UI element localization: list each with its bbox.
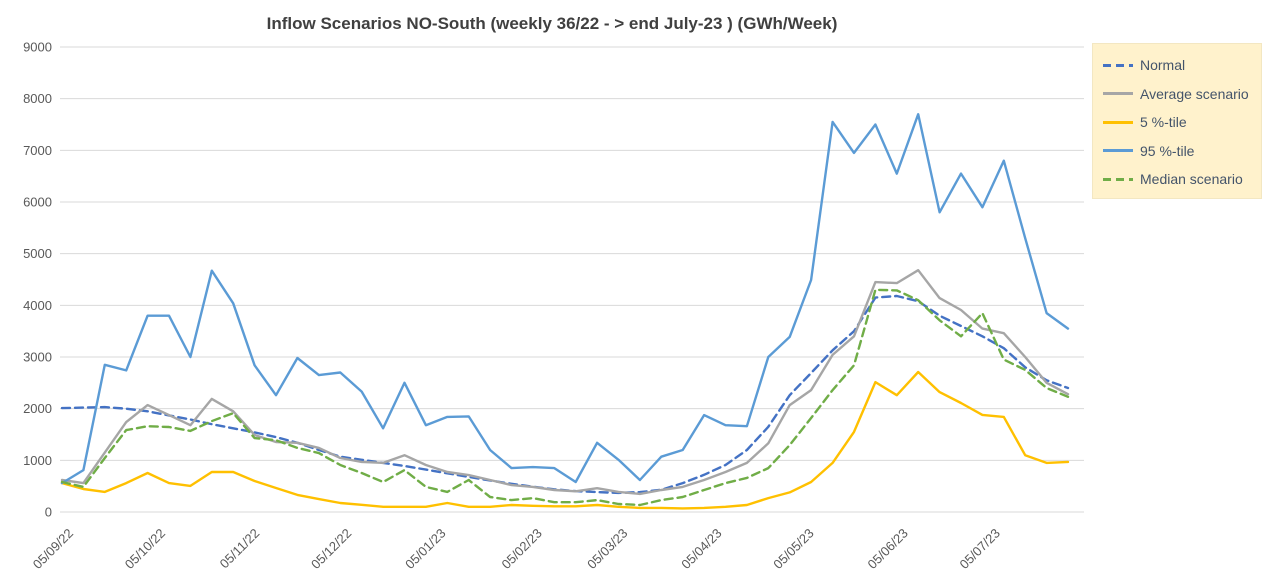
y-tick-label: 8000: [23, 91, 52, 106]
x-tick-label: 05/11/22: [217, 526, 263, 572]
legend-line-sample-5-tile: [1103, 120, 1133, 124]
x-tick-label: 05/03/23: [584, 526, 630, 572]
chart-legend: Normal Average scenario 5 %-tile 95 %-tile M…: [1092, 43, 1262, 199]
legend-line-sample-normal: [1103, 63, 1133, 67]
x-tick-label: 05/04/23: [678, 526, 724, 572]
y-tick-label: 2000: [23, 401, 52, 416]
y-tick-label: 4000: [23, 298, 52, 313]
x-tick-label: 05/12/22: [308, 526, 354, 572]
legend-item-normal: Normal: [1103, 51, 1261, 80]
legend-item-5-tile: 5 %-tile: [1103, 108, 1261, 137]
y-tick-label: 1000: [23, 453, 52, 468]
legend-line-sample-95-tile: [1103, 149, 1133, 153]
x-tick-label: 05/09/22: [30, 526, 76, 572]
series-line-average-scenario: [60, 269, 1070, 496]
x-tick-label: 05/05/23: [770, 526, 816, 572]
y-tick-label: 3000: [23, 350, 52, 365]
legend-line-sample-average-scenario: [1103, 92, 1133, 96]
x-tick-label: 05/02/23: [498, 526, 544, 572]
legend-label-5-tile: 5 %-tile: [1140, 114, 1187, 131]
legend-label-average-scenario: Average scenario: [1140, 85, 1249, 102]
y-tick-label: 0: [45, 505, 52, 520]
chart-title: Inflow Scenarios NO-South (weekly 36/22 …: [266, 14, 838, 33]
legend-item-median-scenario: Median scenario: [1103, 165, 1261, 194]
legend-item-95-tile: 95 %-tile: [1103, 137, 1261, 166]
legend-line-sample-median-scenario: [1103, 177, 1133, 181]
series-line-5-tile: [60, 370, 1070, 510]
x-tick-label: 05/10/22: [122, 526, 168, 572]
series-line-95-tile: [60, 112, 1070, 485]
legend-item-average-scenario: Average scenario: [1103, 80, 1261, 109]
x-tick-label: 05/06/23: [864, 526, 910, 572]
series-line-median-scenario: [60, 288, 1070, 507]
y-tick-label: 5000: [23, 246, 52, 261]
legend-label-95-tile: 95 %-tile: [1140, 142, 1195, 159]
x-tick-label: 05/07/23: [957, 526, 1003, 572]
y-tick-label: 7000: [23, 143, 52, 158]
y-tick-label: 9000: [23, 40, 52, 55]
series-line-normal: [60, 294, 1070, 495]
legend-label-normal: Normal: [1140, 57, 1186, 74]
x-tick-label: 05/01/23: [402, 526, 448, 572]
legend-label-median-scenario: Median scenario: [1140, 171, 1243, 188]
y-tick-label: 6000: [23, 195, 52, 210]
